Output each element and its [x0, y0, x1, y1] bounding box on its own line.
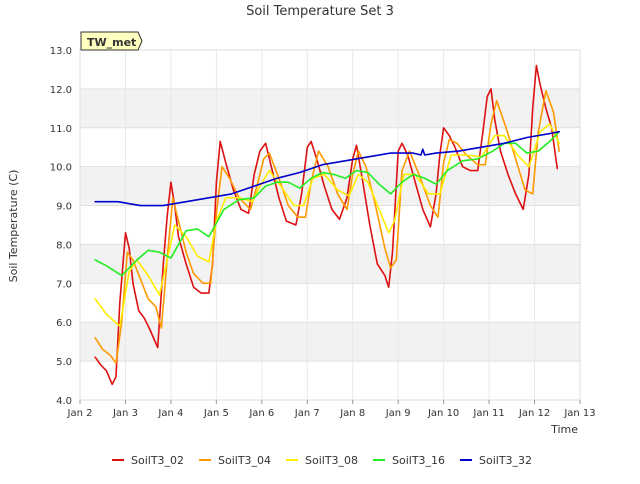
legend-label: SoilT3_04	[218, 454, 271, 467]
y-tick-label: 12.0	[50, 85, 72, 96]
y-tick-label: 11.0	[50, 124, 72, 135]
series-lines	[94, 64, 561, 386]
y-tick-label: 4.0	[56, 396, 72, 407]
annotation-box: TW_met	[80, 31, 143, 51]
legend-item: SoilT3_02	[112, 454, 184, 467]
x-tick-label: Jan 3	[112, 408, 138, 419]
y-tick-label: 7.0	[56, 279, 72, 290]
plot-frame	[79, 49, 581, 401]
legend-label: SoilT3_16	[392, 454, 445, 467]
legend-item: SoilT3_32	[460, 454, 532, 467]
y-tick-label: 8.0	[56, 240, 72, 251]
x-tick-label: Jan 7	[294, 408, 320, 419]
series-line-soilt3-08	[94, 123, 561, 327]
x-tick-label: Jan 6	[248, 408, 274, 419]
x-tick-label: Jan 10	[427, 408, 459, 419]
plot-band	[80, 244, 580, 284]
series-line-soilt3-32	[94, 130, 561, 207]
legend-item: SoilT3_08	[286, 454, 358, 467]
annotation-shape	[80, 31, 143, 51]
y-tick-label: 13.0	[50, 46, 72, 57]
y-tick-label: 9.0	[56, 202, 72, 213]
plot-band	[80, 322, 580, 362]
legend-label: SoilT3_08	[305, 454, 358, 467]
legend: SoilT3_02 SoilT3_04 SoilT3_08 SoilT3_16 Soil…	[112, 454, 532, 467]
y-tick-label: 6.0	[56, 318, 72, 329]
x-tick-label: Jan 11	[472, 408, 504, 419]
x-tick-label: Jan 5	[203, 408, 229, 419]
x-tick-label: Jan 4	[157, 408, 183, 419]
plot-band	[80, 88, 580, 128]
series-line-soilt3-16	[94, 130, 561, 277]
x-tick-label: Jan 9	[385, 408, 411, 419]
x-tick-label: Jan 12	[518, 408, 550, 419]
legend-item: SoilT3_04	[199, 454, 271, 467]
series-line-soilt3-04	[94, 90, 561, 364]
legend-item: SoilT3_16	[373, 454, 445, 467]
annotation-label: TW_met	[87, 36, 136, 49]
y-tick-label: 10.0	[50, 163, 72, 174]
series-line-soilt3-02	[94, 64, 559, 386]
legend-label: SoilT3_02	[131, 454, 184, 467]
x-axis-ticks: Jan 2 Jan 3 Jan 4 Jan 5 Jan 6 Jan 7 Jan 8 Jan 9…	[67, 400, 596, 419]
x-axis-label: Time	[550, 423, 578, 436]
x-tick-label: Jan 8	[339, 408, 365, 419]
legend-label: SoilT3_32	[479, 454, 532, 467]
chart-title: Soil Temperature Set 3	[246, 4, 394, 19]
y-axis-label: Soil Temperature (C)	[7, 170, 20, 283]
x-tick-label: Jan 2	[67, 408, 93, 419]
x-tick-label: Jan 13	[563, 408, 595, 419]
plot-bands	[80, 88, 580, 362]
y-axis-ticks: 4.0 5.0 6.0 7.0 8.0 9.0 10.0 11.0 12.0 13.0	[50, 46, 72, 407]
y-tick-label: 5.0	[56, 357, 72, 368]
